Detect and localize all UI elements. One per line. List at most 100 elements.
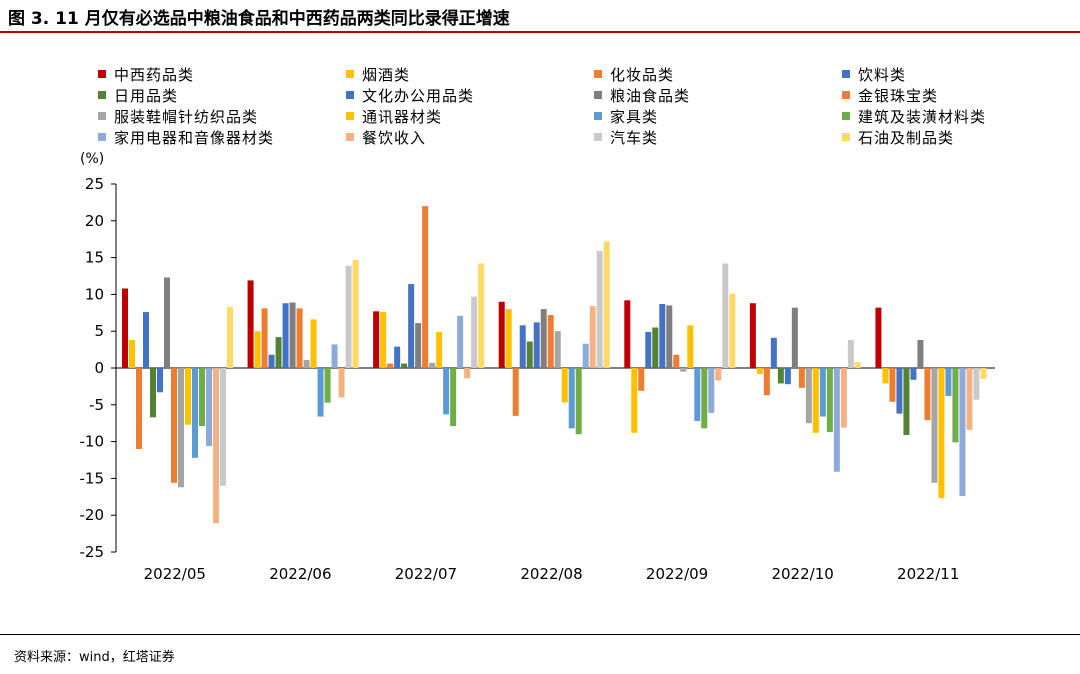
- y-tick-label: 15: [85, 249, 104, 267]
- bar: [547, 315, 554, 368]
- bar: [694, 368, 701, 421]
- bar: [317, 368, 324, 417]
- x-tick-label: 2022/07: [395, 565, 457, 583]
- bar: [150, 368, 156, 418]
- bar: [847, 340, 854, 368]
- bar: [763, 368, 770, 396]
- y-tick-label: -15: [80, 469, 105, 487]
- bar: [708, 368, 715, 413]
- bar: [450, 368, 457, 427]
- bar: [826, 368, 833, 433]
- bar: [882, 368, 889, 384]
- legend-item: 汽车类: [594, 127, 658, 147]
- bar: [966, 368, 973, 430]
- legend-item: 文化办公用品类: [346, 85, 474, 105]
- bar: [178, 368, 184, 488]
- bar: [659, 303, 666, 368]
- bar: [512, 368, 519, 416]
- bar: [945, 368, 952, 396]
- bar: [770, 337, 777, 368]
- legend-item: 服装鞋帽针纺织品类: [98, 106, 258, 126]
- legend-label: 餐饮收入: [362, 128, 427, 147]
- bar: [275, 337, 282, 368]
- bar: [931, 368, 938, 483]
- bar: [631, 368, 638, 433]
- legend-swatch: [842, 112, 850, 120]
- bar: [136, 368, 142, 449]
- bar: [959, 368, 966, 497]
- bar: [143, 312, 149, 368]
- legend-label: 饮料类: [858, 65, 907, 84]
- bar: [680, 368, 687, 372]
- bar: [261, 308, 268, 368]
- y-tick-label: -5: [89, 396, 104, 414]
- bar: [701, 368, 708, 429]
- legend-item: 通讯器材类: [346, 106, 442, 126]
- bar: [282, 303, 289, 368]
- bar: [910, 368, 917, 380]
- bar: [436, 331, 443, 368]
- legend-swatch: [98, 70, 106, 78]
- legend-label: 通讯器材类: [362, 107, 443, 126]
- bar: [973, 368, 980, 400]
- bar: [498, 301, 505, 368]
- legend-item: 建筑及装潢材料类: [842, 106, 986, 126]
- y-tick-label: -20: [80, 506, 105, 524]
- footer-rule: [0, 634, 1080, 635]
- bar: [554, 331, 561, 368]
- bar: [624, 300, 631, 368]
- bar: [729, 293, 736, 368]
- y-tick-label: -25: [80, 543, 105, 561]
- bar: [157, 368, 163, 393]
- legend-item: 中西药品类: [98, 64, 194, 84]
- bar: [666, 305, 673, 368]
- y-tick-label: 10: [85, 285, 104, 303]
- legend-item: 粮油食品类: [594, 85, 690, 105]
- bar: [889, 368, 896, 402]
- bar: [471, 296, 478, 368]
- bar: [687, 325, 694, 368]
- bar: [952, 368, 959, 443]
- bar: [582, 343, 589, 368]
- legend-label: 化妆品类: [610, 65, 675, 84]
- bar: [324, 368, 331, 403]
- bar: [917, 340, 924, 368]
- bar: [589, 306, 596, 368]
- bar: [645, 331, 652, 368]
- legend-label: 文化办公用品类: [362, 86, 475, 105]
- bar: [980, 368, 987, 380]
- legend-swatch: [842, 91, 850, 99]
- bar: [596, 250, 603, 368]
- bar: [833, 368, 840, 472]
- bar: [924, 368, 931, 421]
- bar: [784, 368, 791, 385]
- source-note: 资料来源：wind，红塔证券: [14, 650, 175, 665]
- legend-label: 粮油食品类: [610, 86, 691, 105]
- legend-swatch: [346, 91, 354, 99]
- legend-item: 化妆品类: [594, 64, 674, 84]
- bar: [213, 368, 219, 524]
- bar: [603, 241, 610, 368]
- bar: [478, 263, 485, 368]
- bar: [533, 322, 540, 368]
- bar: [575, 368, 582, 435]
- y-tick-label: -10: [80, 433, 105, 451]
- y-tick-label: 25: [85, 175, 104, 193]
- legend-item: 日用品类: [98, 85, 178, 105]
- legend-swatch: [842, 133, 850, 141]
- bar: [875, 307, 882, 368]
- bar: [798, 368, 805, 388]
- legend-swatch: [346, 70, 354, 78]
- bar: [192, 368, 198, 458]
- legend-item: 家具类: [594, 106, 658, 126]
- figure-title: 图 3. 11 月仅有必选品中粮油食品和中西药品两类同比录得正增速: [8, 9, 510, 29]
- bar: [903, 368, 910, 435]
- legend-item: 饮料类: [842, 64, 906, 84]
- x-tick-label: 2022/11: [897, 565, 959, 583]
- bar: [422, 206, 429, 368]
- bar: [227, 306, 233, 368]
- x-tick-label: 2022/08: [520, 565, 582, 583]
- legend-swatch: [98, 112, 106, 120]
- x-tick-label: 2022/09: [646, 565, 708, 583]
- legend-label: 日用品类: [114, 86, 179, 105]
